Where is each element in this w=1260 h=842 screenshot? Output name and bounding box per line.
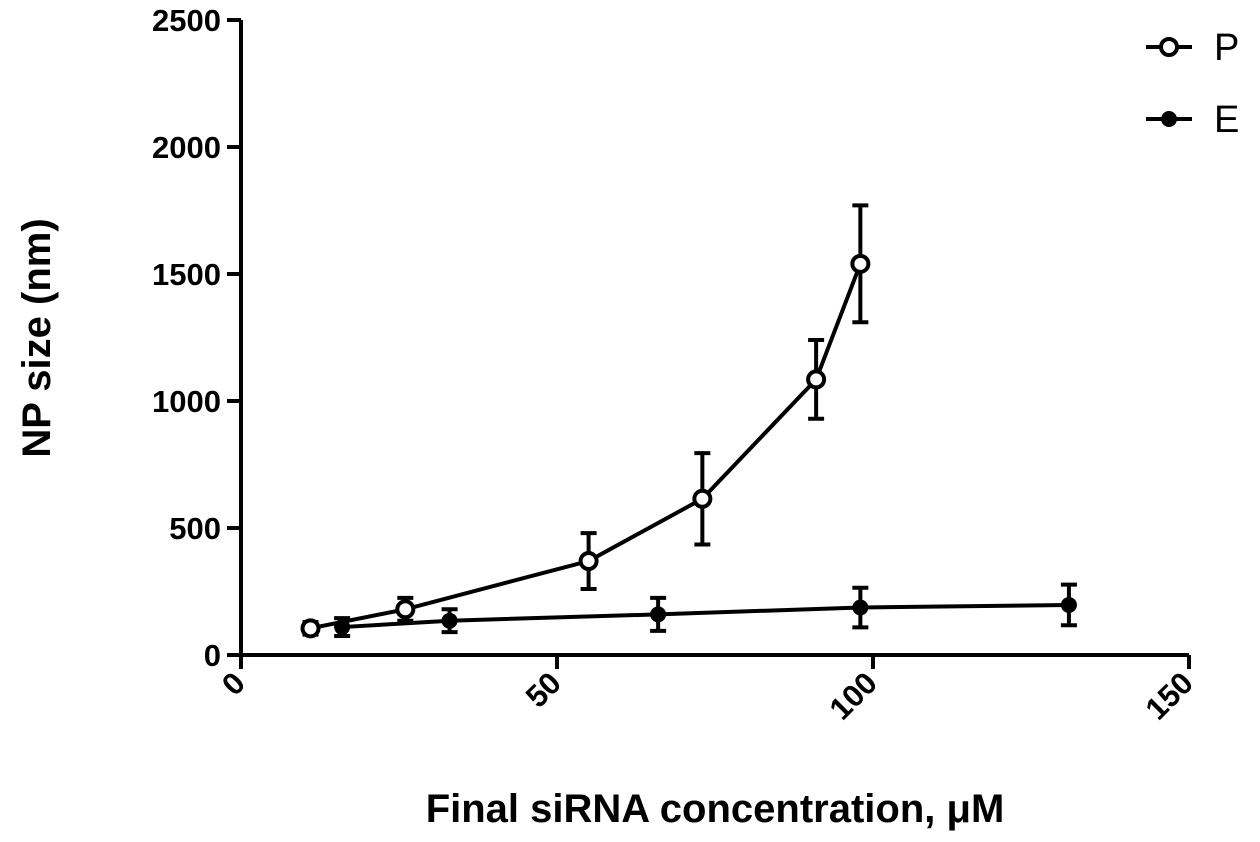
x-tick-label: 100 xyxy=(823,665,884,726)
y-tick-label: 1000 xyxy=(152,384,221,419)
series-p-point xyxy=(806,369,827,390)
ticks: 0 500 1000 1500 2000 2500 0 50 100 150 xyxy=(152,3,1200,727)
series-p-point xyxy=(300,618,321,639)
y-axis-title: NP size (nm) xyxy=(15,218,59,457)
series-e-point xyxy=(650,606,667,623)
x-tick-label: 0 xyxy=(215,665,252,702)
series-e-point xyxy=(852,599,869,616)
x-axis-title: Final siRNA concentration, μM xyxy=(426,787,1005,831)
y-tick-label: 2000 xyxy=(152,130,221,165)
series-p-point xyxy=(850,253,871,274)
series-p-point xyxy=(578,551,599,572)
series-e-point xyxy=(441,612,458,629)
x-tick-label: 50 xyxy=(519,665,568,714)
y-tick-label: 500 xyxy=(169,511,221,546)
y-tick-label: 2500 xyxy=(152,3,221,38)
legend: PE xyxy=(1146,27,1239,141)
series-e-point xyxy=(334,619,351,636)
series-p-point xyxy=(692,488,713,509)
y-tick-label: 0 xyxy=(204,638,221,673)
series-e-point xyxy=(1060,596,1077,613)
axes xyxy=(239,20,1189,657)
legend-p-label: P xyxy=(1214,27,1239,69)
legend-p-marker xyxy=(1159,37,1179,57)
series-layer xyxy=(300,203,1077,639)
x-tick-label: 150 xyxy=(1139,665,1200,726)
series-p-point xyxy=(395,599,416,620)
y-tick-label: 1500 xyxy=(152,257,221,292)
legend-e-marker xyxy=(1161,111,1177,127)
series-p-line xyxy=(310,263,863,631)
legend-e-label: E xyxy=(1214,99,1239,141)
